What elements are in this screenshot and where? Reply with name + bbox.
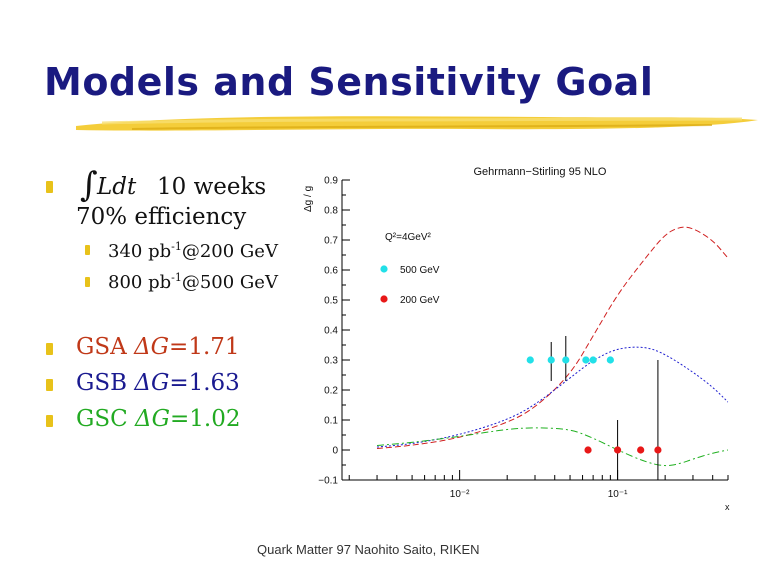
x-tick-label: 10⁻² [450, 489, 470, 500]
luminosity-item-200: 340 pb-1@200 GeV [108, 240, 278, 262]
y-tick-label: 0.4 [324, 326, 338, 337]
y-tick-label: 0.1 [324, 416, 338, 427]
chart-title: Gehrmann−Stirling 95 NLO [474, 166, 607, 178]
y-tick-label: 0.5 [324, 296, 338, 307]
points-layer [526, 336, 662, 480]
x-tick-label: 10⁻¹ [608, 489, 628, 500]
y-tick-label: 0.9 [324, 176, 338, 187]
model-gsc: GSC ΔG=1.02 [76, 406, 241, 432]
bullet-icon [46, 379, 53, 391]
x-axis-label: x [725, 502, 730, 512]
model-gsa: GSA ΔG=1.71 [76, 334, 240, 360]
axes: −0.1 0 0.1 0.2 0.3 0.4 0.5 0.6 0.7 0.8 0.9 10⁻² 10⁻¹ [318, 176, 729, 500]
bullet-icon [46, 181, 53, 193]
data-point [637, 446, 645, 454]
legend-label: 200 GeV [400, 295, 440, 306]
data-point [606, 356, 614, 364]
y-tick-label: 0.7 [324, 236, 338, 247]
legend-label: 500 GeV [400, 265, 440, 276]
series-line-dashed [376, 226, 729, 449]
series-layer [376, 226, 729, 467]
efficiency-text: 70% efficiency [76, 204, 247, 230]
data-point [547, 356, 555, 364]
y-tick-label: 0.6 [324, 266, 338, 277]
y-tick-label: 0.2 [324, 386, 338, 397]
series-line-dashdot [376, 427, 729, 467]
y-tick-label: 0 [332, 446, 338, 457]
data-point [589, 356, 597, 364]
chart-annotation: Q²=4GeV² [385, 232, 432, 243]
data-point [562, 356, 570, 364]
data-point [526, 356, 534, 364]
sub-bullet-icon [85, 245, 90, 255]
data-point [613, 446, 622, 454]
slide-title: Models and Sensitivity Goal [44, 60, 654, 104]
y-tick-label: −0.1 [318, 476, 338, 487]
bullet-icon [46, 343, 53, 355]
data-point [654, 446, 662, 454]
luminosity-item-500: 800 pb-1@500 GeV [108, 271, 278, 293]
data-point [582, 356, 590, 364]
sub-bullet-icon [85, 277, 90, 287]
legend-marker [380, 265, 388, 273]
footer-text: Quark Matter 97 Naohito Saito, RIKEN [257, 542, 480, 557]
y-tick-label: 0.8 [324, 206, 338, 217]
luminosity-symbol: Ldt [97, 174, 137, 200]
duration-text: 10 weeks [157, 174, 267, 200]
title-underline-brush [76, 116, 758, 131]
model-gsb: GSB ΔG=1.63 [76, 370, 240, 396]
data-point [584, 446, 592, 454]
legend: 500 GeV 200 GeV [380, 265, 440, 306]
integral-symbol: ∫ [80, 165, 98, 205]
legend-marker [380, 295, 388, 303]
y-axis-label: Δg / g [303, 186, 314, 212]
y-tick-label: 0.3 [324, 356, 338, 367]
bullet-icon [46, 415, 53, 427]
